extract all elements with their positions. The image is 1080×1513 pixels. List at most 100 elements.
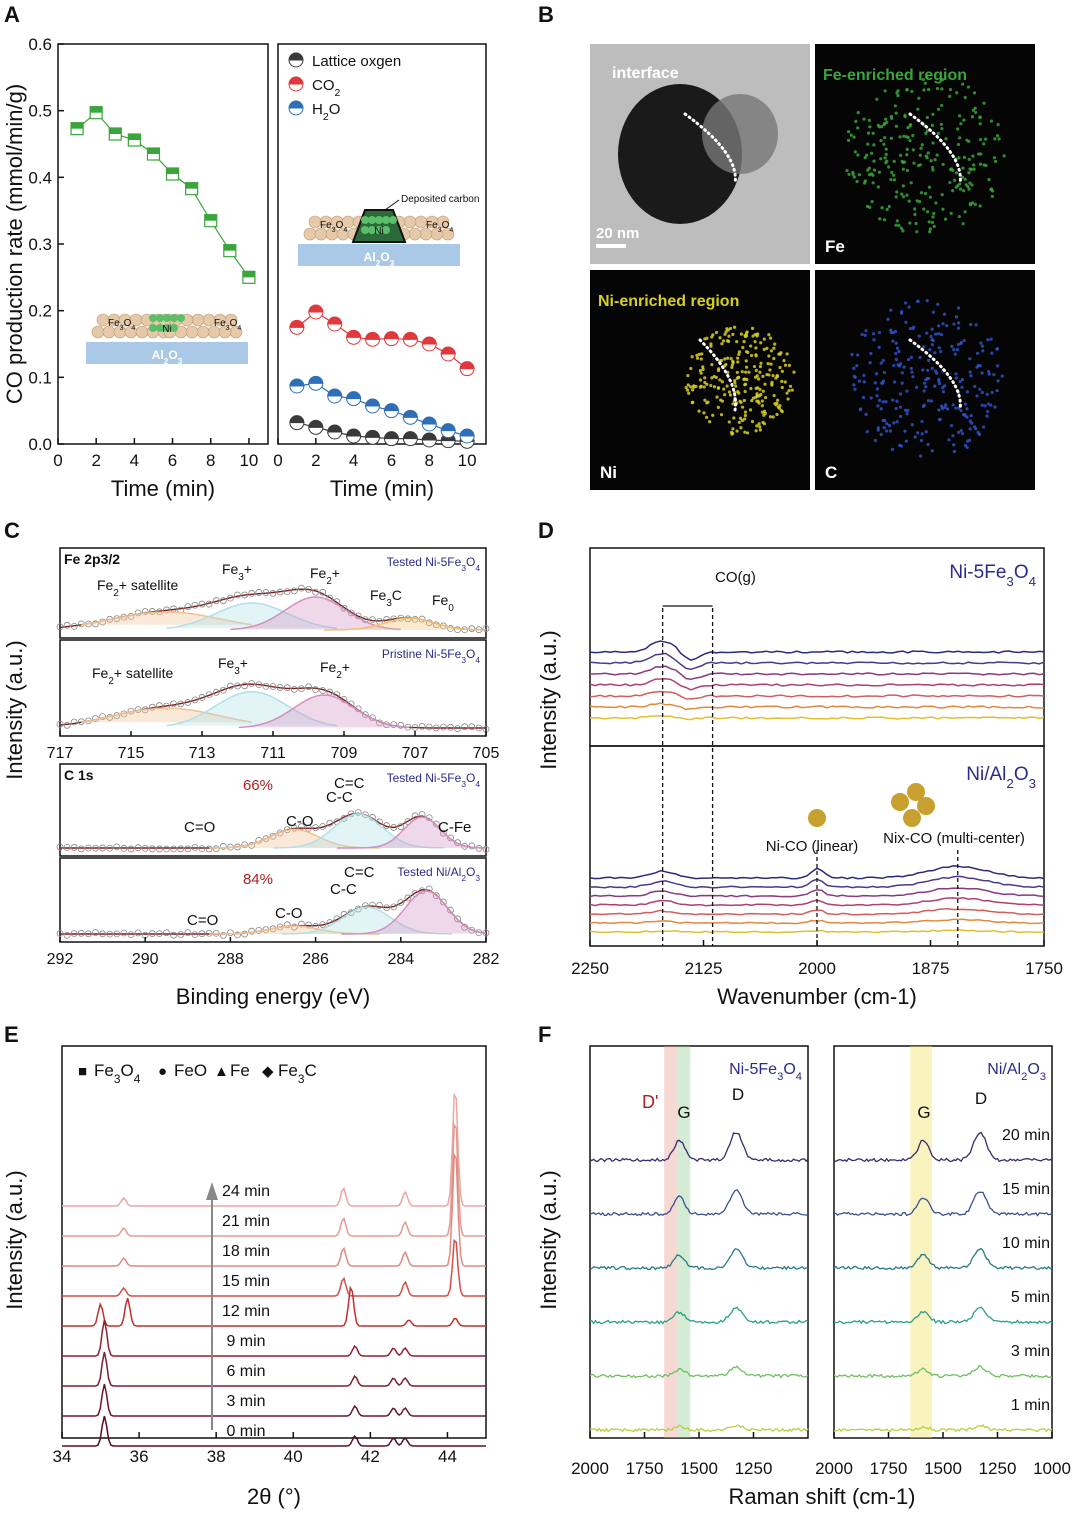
raman-spectrum	[833, 1247, 1053, 1271]
legend-marker: ◆	[262, 1063, 274, 1080]
map-dot	[720, 342, 724, 346]
map-dot	[901, 184, 905, 188]
map-dot	[690, 388, 695, 392]
map-dot	[905, 412, 909, 416]
raman-spectrum	[589, 1306, 809, 1325]
map-dot	[974, 110, 978, 115]
map-dot	[970, 183, 974, 187]
data-point	[262, 589, 270, 596]
peak-label: Fe3+	[218, 655, 248, 677]
data-point	[148, 703, 156, 711]
data-point	[241, 682, 249, 690]
map-dot	[907, 199, 911, 203]
map-dot	[894, 124, 899, 128]
data-point	[327, 316, 343, 332]
map-dot	[759, 341, 763, 345]
map-dot	[879, 157, 883, 161]
time-label: 20 min	[1002, 1127, 1050, 1144]
map-dot	[944, 403, 948, 407]
map-dot	[972, 167, 976, 171]
raman-spectrum	[833, 1131, 1053, 1163]
map-dot	[852, 175, 856, 179]
map-dot	[725, 327, 729, 331]
ni-particle	[170, 324, 178, 332]
map-dot	[736, 360, 740, 364]
map-dot	[959, 408, 963, 413]
map-dot	[728, 326, 733, 331]
data-point	[113, 843, 121, 851]
data-point	[226, 929, 234, 937]
legend-label: FeO	[174, 1061, 207, 1080]
map-dot	[868, 205, 872, 209]
map-dot	[754, 368, 758, 373]
map-dot	[961, 166, 965, 170]
map-dot	[893, 380, 897, 384]
x-tick-label: 1000	[1033, 1459, 1071, 1478]
interface-curve	[683, 112, 737, 186]
map-dot	[698, 378, 703, 382]
peak-label: C-O	[275, 905, 303, 922]
peak-label: C-C	[330, 881, 357, 898]
map-dot	[907, 305, 911, 309]
y-axis-title: Intensity (a.u.)	[536, 630, 561, 769]
map-dot	[965, 390, 969, 394]
marker-bottom	[440, 440, 456, 449]
map-dot	[957, 214, 961, 219]
map-dot	[788, 384, 793, 388]
data-point	[198, 694, 206, 701]
map-dot	[943, 217, 948, 221]
map-dot	[877, 345, 881, 349]
map-dot	[758, 370, 762, 374]
map-dot	[871, 332, 876, 336]
data-point	[99, 930, 106, 938]
map-dot	[731, 360, 735, 365]
marker-bottom	[402, 338, 418, 347]
map-dot	[686, 373, 690, 378]
marker-top	[421, 416, 437, 425]
map-dot	[719, 398, 723, 402]
map-dot	[920, 419, 924, 424]
map-dot	[849, 133, 853, 137]
x-tick-label: 1750	[626, 1459, 664, 1478]
map-dot	[923, 81, 927, 85]
panel-label-b: B	[538, 2, 554, 27]
map-dot	[935, 153, 939, 157]
map-dot	[705, 336, 709, 340]
map-dot	[956, 326, 961, 330]
data-point	[170, 845, 178, 853]
map-dot	[872, 338, 876, 342]
data-point	[92, 929, 99, 936]
map-dot	[911, 133, 915, 138]
map-dot	[854, 119, 858, 123]
map-dot	[899, 226, 904, 230]
x-tick-label: 1875	[912, 959, 950, 978]
map-dot	[776, 398, 780, 402]
data-point	[56, 623, 64, 631]
map-dot	[930, 366, 934, 370]
ir-spectrum	[589, 715, 1045, 721]
scale-bar	[596, 244, 626, 248]
map-dot	[727, 390, 732, 394]
data-point	[312, 824, 320, 832]
map-dot	[775, 412, 779, 417]
x-tick-label: 284	[387, 951, 414, 968]
map-dot	[898, 135, 902, 139]
map-dot	[885, 120, 889, 124]
map-dot	[735, 339, 739, 344]
map-dot	[928, 195, 932, 199]
x-axis-title: 2θ (°)	[247, 1484, 301, 1509]
map-dot	[887, 165, 891, 169]
map-dot	[993, 405, 997, 409]
data-point	[297, 584, 305, 592]
map-dot	[963, 95, 967, 100]
map-dot	[723, 357, 727, 361]
x-tick-label: 42	[361, 1447, 380, 1466]
band-label: G	[677, 1103, 690, 1122]
data-point	[170, 700, 178, 708]
map-dot	[867, 173, 872, 177]
map-dot	[912, 325, 916, 329]
map-dot	[965, 407, 969, 411]
marker-bottom	[346, 336, 362, 345]
ir-spectrum	[589, 907, 1045, 916]
data-point	[127, 931, 135, 939]
